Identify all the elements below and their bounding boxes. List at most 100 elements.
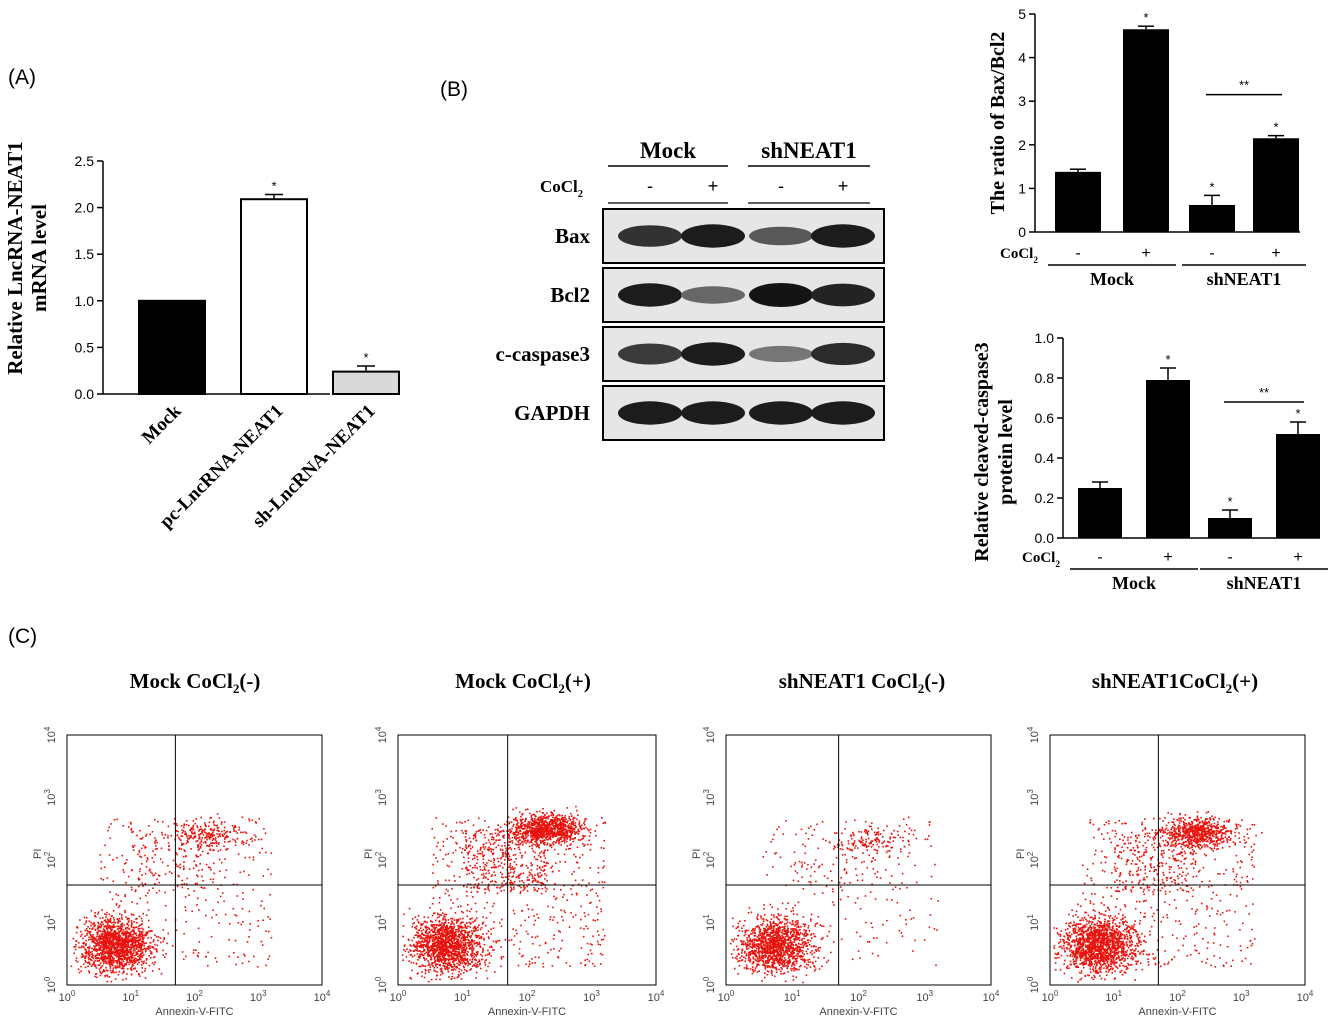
- flow-dot: [124, 930, 127, 933]
- flow-dot: [577, 839, 580, 841]
- flow-dot: [224, 841, 226, 843]
- flow-dot: [93, 922, 95, 925]
- flow-dot: [476, 951, 479, 953]
- flow-dot: [150, 956, 152, 959]
- flow-dot: [113, 944, 116, 946]
- flow-dot: [520, 823, 522, 826]
- flow-dot: [555, 825, 558, 828]
- b2-ytick-label: 0.4: [1035, 450, 1055, 466]
- flow-dot: [116, 937, 119, 940]
- flow-dot: [126, 947, 128, 950]
- b1-ytick-label: 5: [1018, 6, 1026, 22]
- flow-dot: [91, 965, 93, 967]
- flow-dot: [521, 819, 523, 821]
- flow-dot: [471, 950, 474, 952]
- b2-sig-label: *: [1227, 494, 1232, 509]
- flow-dot: [550, 812, 553, 814]
- flow-dot: [112, 880, 114, 883]
- flow-dot: [142, 912, 144, 915]
- flow-dot: [463, 966, 465, 969]
- flow-dot: [503, 837, 505, 839]
- flow-dot: [126, 930, 128, 932]
- flow-dot: [589, 831, 592, 834]
- flow-dot: [153, 861, 155, 863]
- flow-dot: [88, 970, 90, 972]
- flow-dot: [209, 844, 211, 847]
- flow-dot: [451, 935, 453, 937]
- flow-dot: [443, 939, 445, 942]
- flow-dot: [541, 812, 544, 814]
- flow-dot: [85, 943, 87, 945]
- flow-dot: [499, 886, 501, 889]
- flow-dot: [464, 924, 466, 926]
- flow-dot: [475, 964, 478, 967]
- flow-dot: [185, 832, 187, 835]
- flow-dot: [580, 826, 582, 829]
- flow-dot: [211, 835, 214, 838]
- flow-dot: [99, 936, 102, 938]
- flow-dot: [258, 838, 260, 841]
- flow-dot: [120, 925, 123, 927]
- flow-dot: [425, 936, 427, 939]
- flow-dot: [120, 963, 123, 966]
- flow-dot: [490, 945, 492, 948]
- flow-dot: [523, 888, 526, 890]
- flow-dot: [234, 841, 237, 843]
- flow-dot: [130, 931, 132, 933]
- flow-dot: [421, 940, 424, 943]
- flow-dot: [182, 868, 185, 871]
- flow-dot: [548, 816, 550, 818]
- flow-dot: [461, 941, 464, 944]
- flow-dot: [534, 888, 537, 891]
- flow-dot: [532, 843, 534, 845]
- flow-dot: [541, 837, 544, 840]
- flow-dot: [234, 844, 237, 846]
- flow-dot: [512, 808, 514, 811]
- flow-dot: [452, 961, 455, 963]
- flow-dot: [576, 818, 578, 821]
- flow-dot: [545, 825, 548, 828]
- flow-dot: [498, 939, 501, 942]
- flow-dot: [138, 946, 140, 949]
- flow-dot: [129, 956, 131, 958]
- flow-dot: [502, 835, 504, 837]
- flow-dot: [181, 951, 184, 953]
- flow-dot: [428, 938, 431, 941]
- flow-dot: [127, 938, 129, 941]
- flow-dot: [219, 870, 221, 873]
- flow-dot: [508, 855, 511, 857]
- flow-dot: [248, 874, 250, 876]
- flow-dot: [472, 854, 475, 857]
- flow-dot: [172, 889, 175, 891]
- flow-dot: [527, 841, 529, 843]
- flow-dot: [434, 937, 437, 940]
- flow-dot: [128, 933, 130, 935]
- flow-dot: [540, 821, 543, 824]
- flow-dot: [533, 838, 535, 840]
- flow-dot: [552, 836, 555, 838]
- flow-dot: [126, 959, 128, 962]
- flow-dot: [137, 949, 140, 951]
- flow-dot: [115, 967, 117, 969]
- flow-dot: [254, 839, 256, 841]
- flow-dot: [497, 844, 500, 847]
- flow-dot: [495, 940, 497, 943]
- flow-dot: [127, 927, 130, 930]
- flow-dot: [440, 928, 443, 931]
- blot-band: [811, 401, 875, 425]
- flow-dot: [490, 955, 492, 957]
- flow-dot: [122, 943, 124, 945]
- flow-dot: [557, 824, 559, 827]
- flow-dot: [413, 922, 415, 924]
- flow-dot: [518, 877, 520, 879]
- flow-dot: [229, 831, 231, 833]
- flow-dot: [471, 965, 474, 967]
- flow-dot: [103, 947, 105, 949]
- flow-dot: [473, 940, 476, 942]
- flow-dot: [413, 943, 415, 946]
- flow-dot: [558, 950, 561, 952]
- flow-dot: [81, 954, 84, 956]
- flow-dot: [536, 890, 539, 892]
- flow-dot: [534, 874, 536, 876]
- flow-dot: [430, 956, 432, 959]
